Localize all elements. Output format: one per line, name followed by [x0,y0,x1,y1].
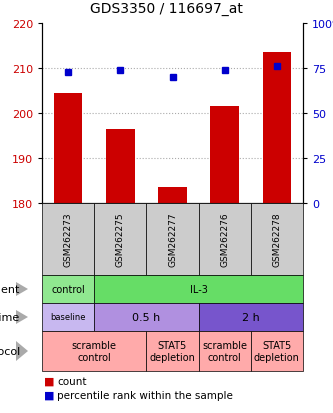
Text: protocol: protocol [0,346,20,356]
Text: STAT5
depletion: STAT5 depletion [150,340,195,362]
Text: GSM262277: GSM262277 [168,212,177,267]
Text: agent: agent [0,284,20,294]
Text: percentile rank within the sample: percentile rank within the sample [57,390,233,400]
Text: GSM262273: GSM262273 [64,212,73,267]
Text: control: control [51,284,85,294]
Text: time: time [0,312,20,322]
Bar [106,129,135,204]
Text: ■: ■ [44,390,55,400]
Text: GDS3350 / 116697_at: GDS3350 / 116697_at [90,2,243,16]
Text: GSM262276: GSM262276 [220,212,229,267]
Bar [262,53,291,204]
Text: STAT5
depletion: STAT5 depletion [254,340,300,362]
Bar [210,107,239,204]
Text: GSM262275: GSM262275 [116,212,125,267]
Text: baseline: baseline [50,313,86,322]
Text: scramble
control: scramble control [72,340,117,362]
Text: 2 h: 2 h [242,312,260,322]
Text: count: count [57,376,87,386]
Text: IL-3: IL-3 [190,284,207,294]
Text: 0.5 h: 0.5 h [132,312,161,322]
Bar [54,93,83,204]
Text: scramble
control: scramble control [202,340,247,362]
Bar [158,188,187,204]
Text: GSM262278: GSM262278 [272,212,281,267]
Text: ■: ■ [44,376,55,386]
